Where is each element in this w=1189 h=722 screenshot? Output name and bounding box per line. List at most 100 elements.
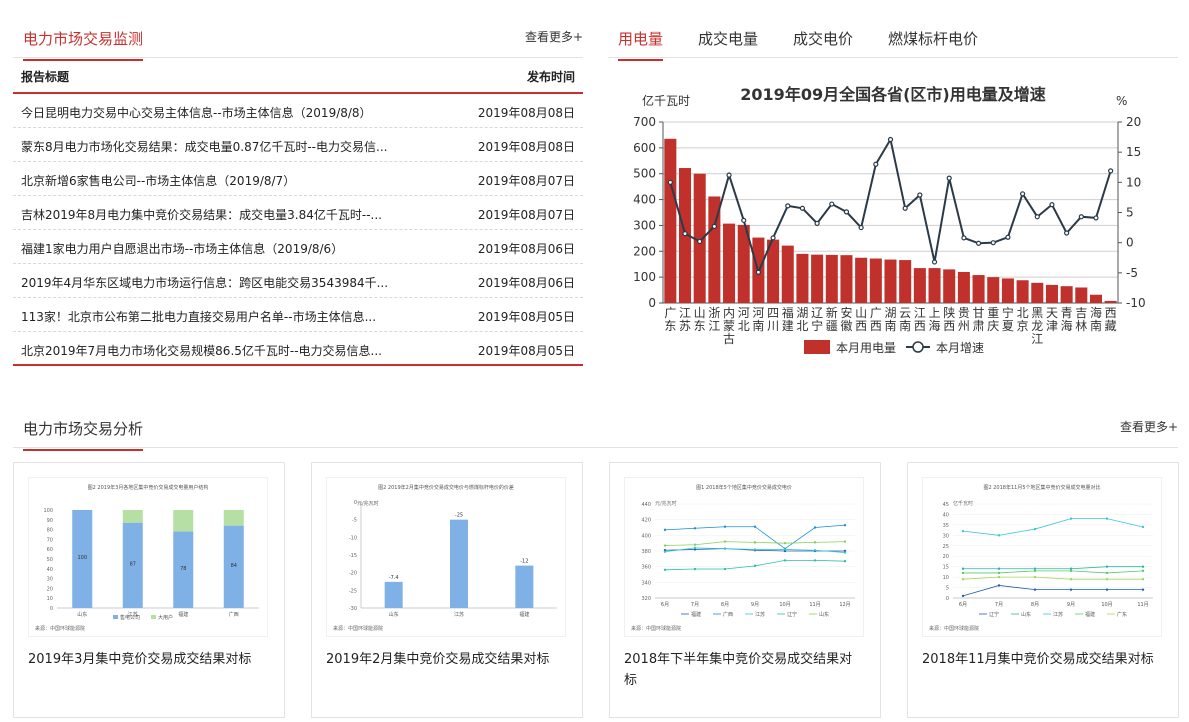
x-tick-label: 福建	[782, 305, 794, 333]
growth-point	[975, 240, 982, 246]
growth-point	[843, 209, 850, 215]
thumb-series-point	[693, 543, 697, 546]
thumb-x-tick: 广西	[229, 611, 239, 618]
x-tick-label: 西藏	[1105, 306, 1117, 333]
x-tick-label: 广西	[870, 306, 882, 333]
thumb-series-point	[961, 571, 965, 575]
news-title-link[interactable]: 蒙东8月电力市场化交易结果：成交电量0.87亿千瓦时--电力交易信...	[21, 140, 388, 154]
thumb-bar	[173, 531, 194, 608]
x-tick-label: 内蒙古	[723, 306, 735, 346]
thumb-series-point	[753, 548, 757, 551]
thumb-y-tick: -20	[349, 571, 357, 577]
card-title: 2018年下半年集中竞价交易成交结果对标	[624, 652, 853, 688]
news-row: 蒙东8月电力市场化交易结果：成交电量0.87亿千瓦时--电力交易信... 2019…	[13, 128, 583, 162]
thumb-y-tick: 10	[47, 596, 53, 602]
thumb-series-point	[961, 578, 965, 581]
x-tick-label: 山西	[855, 306, 867, 333]
bar	[1089, 294, 1103, 303]
thumb-bar-segment	[223, 510, 244, 526]
legend-swatch-bar	[804, 340, 830, 354]
analysis-card[interactable]: 图2 2019年3月各地区集中竞价交易成交电量用户结构 0 10 20 30 40 50 6…	[13, 462, 285, 718]
growth-point	[1034, 214, 1040, 220]
news-title-link[interactable]: 113家！北京市公布第二批电力直接交易用户名单--市场主体信息...	[21, 310, 377, 324]
thumb-legend-label: 江苏	[1053, 611, 1063, 618]
y2-axis-label: %	[1116, 94, 1127, 108]
news-row: 2019年4月华东区域电力市场运行信息：跨区电能交易3543984千... 201…	[13, 264, 583, 298]
growth-point	[697, 238, 703, 245]
y-tick-label: 400	[633, 193, 656, 207]
bar	[825, 254, 838, 303]
news-title-link[interactable]: 北京2019年7月电力市场化交易规模86.5亿千瓦时--电力交易信息...	[21, 344, 382, 358]
thumb-unit: 元/兆瓦时	[357, 501, 379, 507]
thumb-series-line	[963, 566, 1143, 570]
thumb-source: 来源：中国环球能源院	[333, 626, 384, 632]
thumb-y-tick: -5	[352, 518, 357, 524]
news-date: 2019年08月05日	[477, 344, 575, 358]
thumb-y-tick: 320	[641, 596, 651, 602]
news-title-link[interactable]: 福建1家电力用户自愿退出市场--市场主体信息（2019/8/6）	[21, 242, 344, 256]
thumb-x-tick: 6月	[661, 602, 669, 608]
news-date: 2019年08月05日	[477, 310, 575, 324]
thumb-series-line	[962, 576, 1143, 580]
thumb-value-label: 78	[180, 566, 186, 572]
thumb-y-tick: 25	[943, 544, 949, 550]
card-thumbnail: 图2 2019年3月各地区集中竞价交易成交电量用户结构 0 10 20 30 40 50 6…	[28, 477, 268, 637]
news-title-link[interactable]: 今日昆明电力交易中心交易主体信息--市场主体信息（2019/8/8）	[21, 106, 372, 120]
card-thumbnail: 图2 2018年11月5个地区集中竞价交易成交电量对比 亿千瓦时 0 5 10 15 2…	[922, 477, 1162, 637]
y-tick-label: 700	[633, 115, 656, 129]
thumb-series-point	[1033, 569, 1037, 573]
card-title: 2018年11月集中竞价交易成交结果对标	[922, 652, 1154, 667]
analysis-header: 电力市场交易分析 查看更多+	[13, 410, 1178, 451]
thumb-legend-label: 广西	[723, 611, 733, 618]
bar	[1075, 287, 1088, 303]
news-title-link[interactable]: 吉林2019年8月电力集中竞价交易结果：成交电量3.84亿千瓦时--...	[21, 208, 382, 222]
bar	[928, 268, 941, 303]
tab-coal-benchmark-price[interactable]: 燃煤标杆电价	[888, 30, 979, 48]
analysis-more-link[interactable]: 查看更多+	[1119, 420, 1178, 434]
thumb-y-tick: 10	[943, 575, 949, 581]
analysis-card[interactable]: 图2 2019年2月集中竞价交易成交电价与燃煤标杆电价的价差 元/兆瓦时 0 -5…	[311, 462, 583, 718]
thumb-series-point	[723, 567, 727, 571]
thumb-y-tick: 30	[943, 533, 949, 539]
thumb-series-point	[997, 534, 1001, 537]
x-tick-label: 四川	[767, 306, 779, 333]
analysis-card[interactable]: 图1 2018年5个地区集中竞价交易成交电价 元/兆瓦时 320 340 360 38…	[609, 462, 881, 718]
thumb-y-tick: 0	[354, 500, 357, 506]
news-title-link[interactable]: 北京新增6家售电公司--市场主体信息（2019/8/7）	[21, 174, 296, 188]
thumb-series-point	[1069, 567, 1073, 570]
thumb-series-point	[1069, 569, 1073, 573]
bar	[957, 271, 970, 303]
x-tick-label: 湖南	[884, 305, 896, 333]
thumb-series-point	[663, 544, 667, 547]
x-tick-label: 黑龙江	[1031, 306, 1043, 346]
analysis-card[interactable]: 图2 2018年11月5个地区集中竞价交易成交电量对比 亿千瓦时 0 5 10 15 2…	[907, 462, 1179, 718]
tab-traded-price[interactable]: 成交电价	[793, 30, 854, 48]
tab-traded-volume[interactable]: 成交电量	[698, 30, 759, 48]
bar	[1031, 282, 1044, 303]
growth-point	[873, 161, 879, 167]
thumb-bar-segment	[173, 510, 194, 532]
electricity-chart-panel: 用电量 成交电量 成交电价 燃煤标杆电价 2019年09月全国各省(区市)用电量…	[608, 20, 1178, 370]
thumb-x-tick: 江苏	[128, 611, 138, 618]
thumb-y-tick: 35	[943, 523, 949, 529]
news-title-link[interactable]: 2019年4月华东区域电力市场运行信息：跨区电能交易3543984千...	[21, 276, 389, 290]
bar	[796, 253, 809, 303]
x-tick-label: 海南	[1090, 305, 1102, 333]
tab-consumption[interactable]: 用电量	[618, 28, 664, 61]
growth-point	[814, 220, 820, 226]
card-title: 2019年2月集中竞价交易成交结果对标	[326, 652, 550, 667]
card-thumbnail: 图2 2019年2月集中竞价交易成交电价与燃煤标杆电价的价差 元/兆瓦时 0 -5…	[326, 477, 566, 637]
growth-point	[741, 217, 747, 223]
thumb-series-point	[693, 527, 697, 530]
monitor-more-link[interactable]: 查看更多+	[524, 30, 583, 44]
thumb-x-tick: 6月	[959, 602, 967, 608]
card-title: 2019年3月集中竞价交易成交结果对标	[28, 652, 252, 667]
thumb-y-tick: 440	[641, 502, 651, 508]
thumb-y-tick: 20	[943, 554, 949, 560]
thumb-x-tick: 福建	[519, 611, 529, 618]
thumb-series-point	[753, 541, 757, 544]
bar	[1001, 278, 1014, 303]
thumb-series-point	[961, 529, 965, 533]
y2-tick-label: 10	[1126, 175, 1141, 189]
thumb-caption: 图2 2019年2月集中竞价交易成交电价与燃煤标杆电价的价差	[378, 485, 514, 491]
